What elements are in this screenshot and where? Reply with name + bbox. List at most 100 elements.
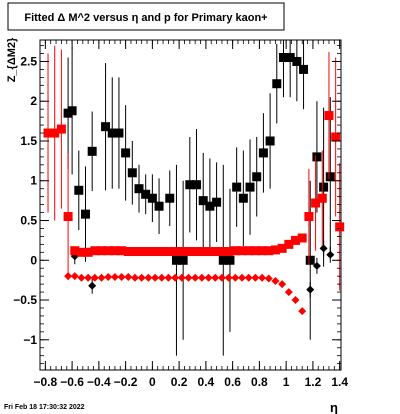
data-point-square	[319, 182, 329, 192]
data-point-square	[171, 255, 181, 265]
data-point-square	[245, 182, 255, 192]
data-point-square	[178, 255, 188, 265]
data-point-diamond	[70, 272, 79, 281]
data-point-diamond	[211, 273, 220, 282]
data-point-diamond	[204, 273, 213, 282]
data-point-diamond	[197, 273, 206, 282]
x-tick-label: −0.2	[114, 375, 138, 389]
data-point-square	[311, 198, 321, 208]
data-point-square	[278, 52, 288, 62]
data-point-diamond	[217, 273, 226, 282]
data-point-diamond	[104, 272, 113, 281]
data-point-diamond	[151, 273, 160, 282]
data-point-square	[147, 193, 157, 203]
data-point-square	[130, 247, 140, 257]
x-tick-label: −0.4	[87, 375, 111, 389]
x-tick-label: −0.8	[33, 375, 57, 389]
data-point-square	[224, 247, 234, 257]
data-point-square	[97, 246, 107, 256]
data-point-diamond	[90, 273, 99, 282]
y-tick-label: −0.5	[13, 293, 37, 307]
data-point-diamond	[77, 273, 86, 282]
data-point-square	[277, 243, 287, 253]
y-tick-label: 2.5	[20, 54, 37, 68]
data-point-diamond	[177, 273, 186, 282]
data-point-square	[127, 168, 137, 178]
data-point-square	[198, 196, 208, 206]
x-tick-label: −0.6	[60, 375, 84, 389]
data-point-square	[324, 111, 334, 121]
data-point-diamond	[264, 274, 273, 283]
data-point-diamond	[110, 272, 119, 281]
data-point-diamond	[258, 273, 267, 282]
y-tick-label: 0.5	[20, 214, 37, 228]
data-point-square	[299, 64, 309, 74]
data-point-square	[80, 209, 90, 219]
chart-title: Fitted Δ M^2 versus η and p for Primary …	[24, 12, 267, 24]
x-tick-label: 1	[283, 375, 290, 389]
data-point-square	[205, 201, 215, 211]
data-point-diamond	[312, 261, 321, 270]
data-point-square	[297, 233, 307, 243]
data-point-diamond	[278, 280, 287, 289]
data-point-square	[238, 193, 248, 203]
data-point-square	[285, 52, 295, 62]
data-point-diamond	[191, 273, 200, 282]
data-point-square	[237, 246, 247, 256]
data-point-diamond	[251, 273, 260, 282]
data-point-diamond	[291, 296, 300, 305]
data-point-square	[192, 180, 202, 190]
data-point-square	[83, 247, 93, 257]
data-point-square	[101, 122, 111, 132]
x-tick-label: 0.2	[171, 375, 188, 389]
data-point-square	[107, 128, 117, 138]
data-point-square	[137, 247, 147, 257]
timestamp-footer: Fri Feb 18 17:30:32 2022	[4, 404, 85, 411]
data-point-square	[123, 247, 133, 257]
data-point-square	[63, 212, 73, 222]
data-point-diamond	[184, 273, 193, 282]
data-point-square	[67, 106, 77, 116]
data-point-square	[197, 247, 207, 257]
x-axis-label: η	[330, 400, 338, 414]
data-point-diamond	[224, 273, 233, 282]
data-point-diamond	[144, 273, 153, 282]
data-point-square	[232, 182, 242, 192]
data-point-square	[252, 172, 262, 182]
data-point-square	[43, 128, 53, 138]
data-point-diamond	[231, 273, 240, 282]
data-point-diamond	[117, 272, 126, 281]
x-tick-label: 1.2	[305, 375, 322, 389]
data-point-diamond	[64, 272, 73, 281]
data-point-diamond	[326, 250, 335, 259]
data-point-square	[154, 201, 164, 211]
data-point-square	[183, 247, 193, 257]
x-tick-label: 0.8	[251, 375, 268, 389]
data-point-square	[331, 132, 341, 142]
data-point-square	[291, 235, 301, 245]
data-point-square	[143, 247, 153, 257]
x-tick-label: 0.6	[224, 375, 241, 389]
y-tick-label: 0	[30, 253, 37, 267]
data-point-square	[317, 193, 327, 203]
data-point-diamond	[298, 307, 307, 316]
data-point-square	[90, 246, 100, 256]
data-point-square	[304, 212, 314, 222]
data-point-square	[157, 247, 167, 257]
data-point-diamond	[84, 273, 93, 282]
data-point-square	[270, 245, 280, 255]
data-point-square	[305, 255, 315, 265]
data-point-square	[258, 148, 268, 158]
data-point-square	[165, 193, 175, 203]
data-point-diamond	[157, 273, 166, 282]
data-point-diamond	[97, 273, 106, 282]
data-point-square	[141, 189, 151, 199]
data-point-square	[150, 247, 160, 257]
y-axis-label: Z_{ΔM2}	[6, 37, 18, 82]
data-point-diamond	[284, 288, 293, 297]
data-point-square	[134, 184, 144, 194]
data-point-square	[56, 124, 66, 134]
data-point-diamond	[124, 272, 133, 281]
y-tick-label: 2	[30, 94, 37, 108]
data-point-diamond	[244, 273, 253, 282]
